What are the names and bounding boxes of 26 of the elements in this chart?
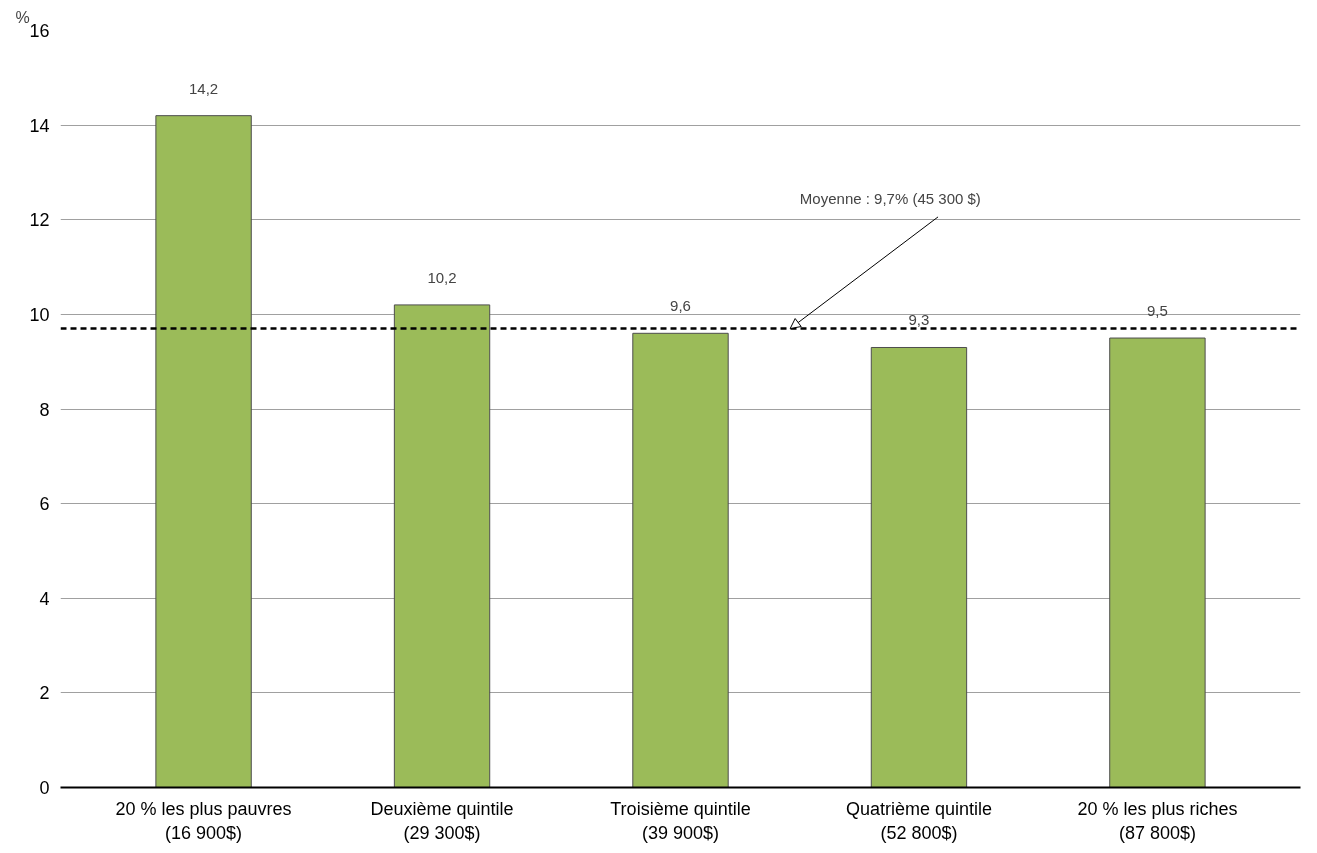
y-tick-label: 2 [39, 683, 50, 704]
x-tick-label: Quatrième quintile (52 800$) [845, 798, 992, 843]
y-tick-label: 8 [39, 399, 50, 420]
y-tick-label: 16 [29, 21, 50, 41]
y-tick-label: 14 [29, 115, 50, 136]
bar [1109, 337, 1206, 788]
data-label: 9,5 [1147, 302, 1168, 320]
ref-line-label: Moyenne : 9,7% (45 300 $) [799, 190, 981, 208]
x-tick-label: Troisième quintile (39 900$) [610, 798, 751, 843]
y-tick-label: 6 [39, 494, 50, 515]
y-tick-label: 0 [39, 778, 50, 798]
bar [393, 304, 491, 788]
bar [155, 115, 252, 788]
bar [632, 332, 729, 788]
x-tick-label: 20 % les plus pauvres (16 900$) [115, 798, 292, 843]
x-tick-label: 20 % les plus riches (87 800$) [1077, 798, 1238, 843]
x-tick-label: Deuxième quintile (29 300$) [370, 798, 514, 843]
y-tick-label: 10 [29, 304, 50, 325]
data-label: 9,3 [908, 311, 930, 329]
y-tick-label: 4 [39, 588, 50, 609]
bar [870, 346, 968, 788]
data-label: 14,2 [188, 79, 219, 97]
data-label: 9,6 [670, 297, 691, 315]
y-axis-title: % [15, 8, 30, 26]
y-tick-label: 12 [29, 210, 50, 231]
data-label: 10,2 [427, 268, 457, 286]
